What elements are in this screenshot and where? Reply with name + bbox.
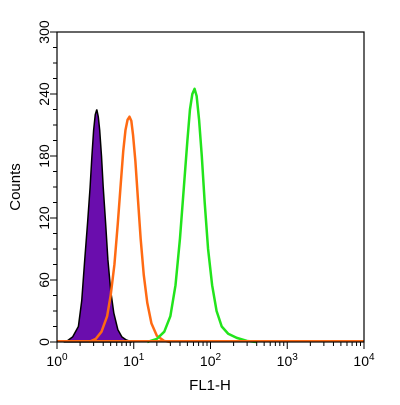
series-2-line	[88, 115, 171, 344]
x-ticks: 100 101 102 103 104	[46, 342, 375, 369]
x-tick-label: 100	[46, 352, 68, 369]
series-layer	[57, 87, 364, 344]
series-3-line	[146, 87, 257, 344]
series-1-area	[63, 109, 133, 343]
x-axis-title: FL1-H	[189, 377, 231, 394]
x-tick-label: 104	[353, 352, 375, 369]
x-tick-label: 102	[200, 352, 222, 369]
y-tick-label: 300	[36, 20, 52, 44]
y-tick-label: 0	[36, 338, 52, 346]
x-tick-label: 101	[123, 352, 145, 369]
y-tick-label: 180	[36, 144, 52, 168]
y-ticks: 0 60 120 180 240 300	[36, 20, 57, 346]
y-tick-label: 60	[36, 272, 52, 288]
y-axis-title: Counts	[7, 163, 24, 211]
y-tick-label: 240	[36, 82, 52, 106]
y-tick-label: 120	[36, 206, 52, 230]
x-tick-label: 103	[277, 352, 299, 369]
